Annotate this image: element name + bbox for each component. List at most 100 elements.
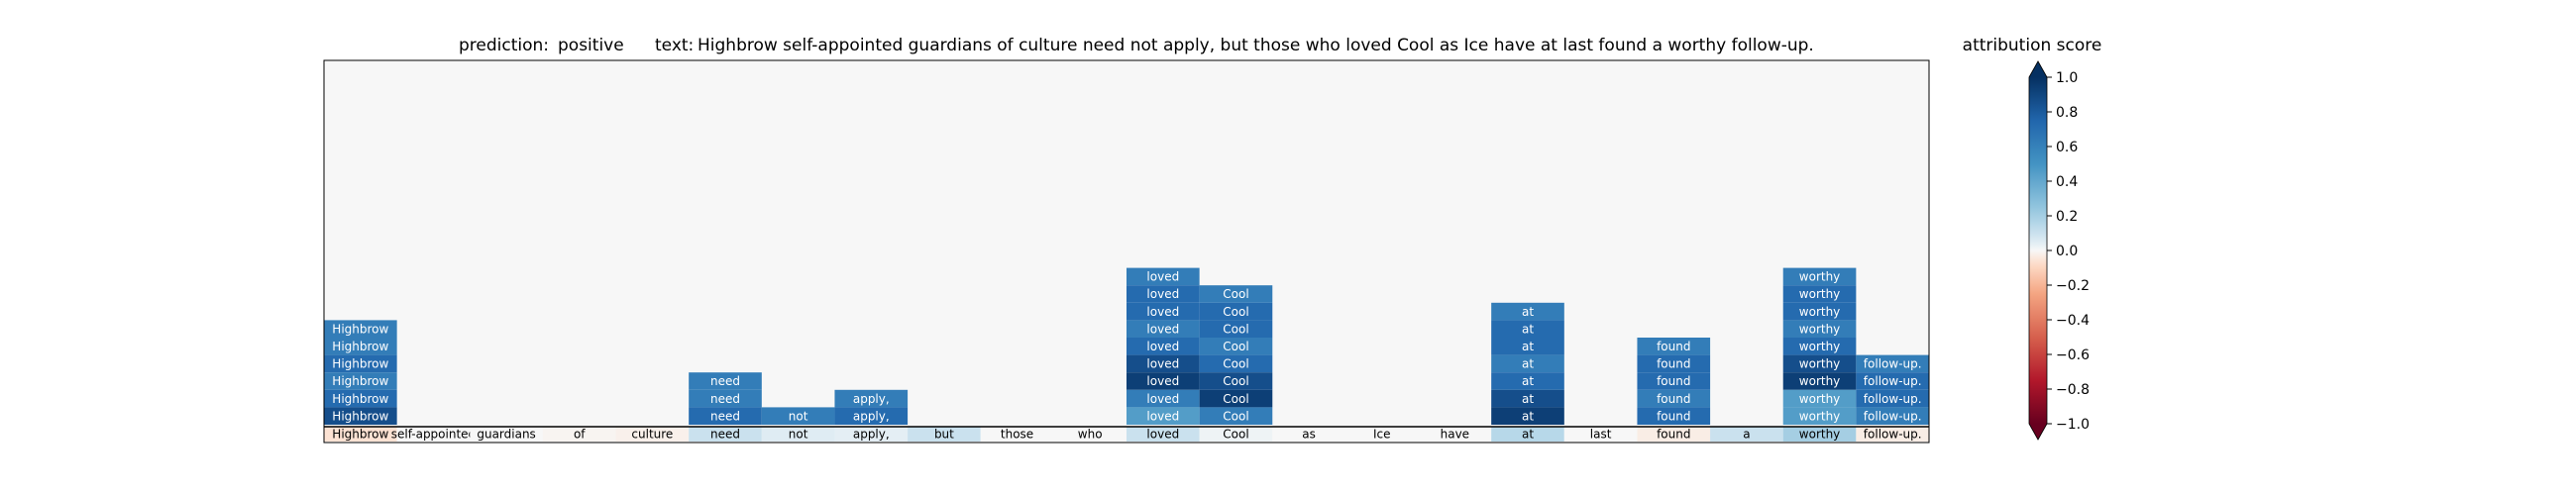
attribution-cell [1127, 338, 1200, 355]
attribution-cell-label: at [1522, 357, 1534, 371]
attribution-cell-label: Cool [1223, 340, 1248, 353]
attribution-cell-label: worthy [1799, 357, 1841, 371]
title-prediction-label: prediction: [459, 36, 549, 55]
colorbar-tick-label: −0.6 [2056, 347, 2090, 363]
base-row-cell [324, 427, 397, 442]
attribution-cell [1782, 338, 1857, 355]
attribution-cell-label: loved [1146, 322, 1179, 336]
base-row-token: found [1657, 428, 1690, 442]
attribution-cell-label: Highbrow [332, 392, 388, 406]
attribution-cell [1491, 302, 1564, 321]
attribution-cell [1127, 372, 1200, 390]
attribution-cell [1199, 302, 1273, 321]
attribution-cell-label: at [1522, 392, 1534, 406]
attribution-cell [1199, 320, 1273, 338]
base-row-cell [761, 427, 835, 442]
attribution-cell [1199, 354, 1273, 373]
base-row-cell [834, 427, 909, 442]
attribution-cell-label: found [1657, 357, 1690, 371]
colorbar-tick-label: 0.0 [2056, 244, 2078, 259]
attribution-cell [1782, 285, 1857, 303]
base-row-cell [1856, 427, 1929, 442]
attribution-cell [324, 372, 397, 390]
attribution-cell [324, 320, 397, 338]
attribution-cell [1782, 320, 1857, 338]
base-row-token: Cool [1223, 428, 1248, 442]
base-row-cell [1637, 427, 1711, 442]
attribution-cell-label: at [1522, 305, 1534, 319]
attribution-cell [1782, 372, 1857, 390]
base-row-cell [396, 427, 471, 442]
attribution-cell-label: worthy [1799, 270, 1841, 284]
attribution-cell-label: found [1657, 392, 1690, 406]
attribution-cell [1782, 354, 1857, 373]
base-row-token: last [1590, 428, 1612, 442]
attribution-cell [1491, 338, 1564, 355]
attribution-cell [1491, 354, 1564, 373]
colorbar-tick-label: −0.4 [2056, 313, 2090, 329]
attribution-cell [1856, 407, 1929, 425]
attribution-cell-label: Cool [1223, 322, 1248, 336]
attribution-cell-label: worthy [1799, 287, 1841, 301]
attribution-cell [1199, 372, 1273, 390]
attribution-cell [1127, 389, 1200, 408]
attribution-cell-label: apply, [853, 409, 890, 423]
attribution-cell [324, 389, 397, 408]
attribution-cell-label: worthy [1799, 392, 1841, 406]
base-row-cell [615, 427, 690, 442]
attribution-cell-label: loved [1146, 305, 1179, 319]
base-row-token: need [710, 428, 740, 442]
base-row-cell [1782, 427, 1857, 442]
base-row-cell [1710, 427, 1783, 442]
attribution-cell-label: at [1522, 322, 1534, 336]
attribution-cell [1199, 338, 1273, 355]
attribution-cell-label: Cool [1223, 392, 1248, 406]
title-text-label: text: [655, 36, 694, 55]
attribution-cell-label: need [710, 374, 740, 388]
base-row-cell [470, 427, 543, 442]
attribution-cell-label: follow-up. [1864, 374, 1922, 388]
attribution-cell-label: not [789, 409, 808, 423]
colorbar-title: attribution score [1963, 36, 2102, 55]
base-row-cell [1272, 427, 1345, 442]
attribution-cell [1199, 285, 1273, 303]
attribution-cell-label: found [1657, 409, 1690, 423]
attribution-cell-label: worthy [1799, 409, 1841, 423]
base-row-token: culture [631, 428, 673, 442]
base-row-token: self-appointed [391, 428, 476, 442]
attribution-cell-label: follow-up. [1864, 392, 1922, 406]
attribution-cell [1782, 267, 1857, 286]
attribution-cell [1637, 389, 1711, 408]
colorbar-tick-label: 0.6 [2056, 140, 2078, 155]
attribution-cell-label: follow-up. [1864, 409, 1922, 423]
attribution-cell [1491, 372, 1564, 390]
attribution-cell-label: at [1522, 340, 1534, 353]
attribution-cell [834, 389, 909, 408]
attribution-cell-label: loved [1146, 409, 1179, 423]
attribution-cell-label: Cool [1223, 357, 1248, 371]
attribution-cell-label: Highbrow [332, 322, 388, 336]
attribution-cell [1127, 354, 1200, 373]
base-row-cell [1199, 427, 1273, 442]
colorbar-tick-label: 0.2 [2056, 209, 2078, 225]
attribution-cell [1856, 372, 1929, 390]
base-row-token: guardians [477, 428, 535, 442]
base-row-token: Highbrow [332, 428, 388, 442]
colorbar-tick-label: −1.0 [2056, 417, 2090, 433]
colorbar-bottom-extend [2029, 424, 2047, 440]
attribution-cell [1199, 407, 1273, 425]
base-row-token: worthy [1799, 428, 1841, 442]
attribution-cell [1127, 267, 1200, 286]
attribution-cell [1856, 354, 1929, 373]
base-row-token: loved [1146, 428, 1179, 442]
colorbar-tick-label: −0.8 [2056, 382, 2090, 398]
colorbar-top-extend [2029, 61, 2047, 77]
base-row-token: at [1522, 428, 1534, 442]
attribution-cell [324, 338, 397, 355]
attribution-cell [1637, 407, 1711, 425]
base-row-cell [1418, 427, 1492, 442]
colorbar: attribution score 1.0 0.8 0.6 0.4 0.2 0.0 −0.2… [1963, 36, 2102, 441]
attribution-cell [1491, 407, 1564, 425]
base-row-token: but [934, 428, 954, 442]
